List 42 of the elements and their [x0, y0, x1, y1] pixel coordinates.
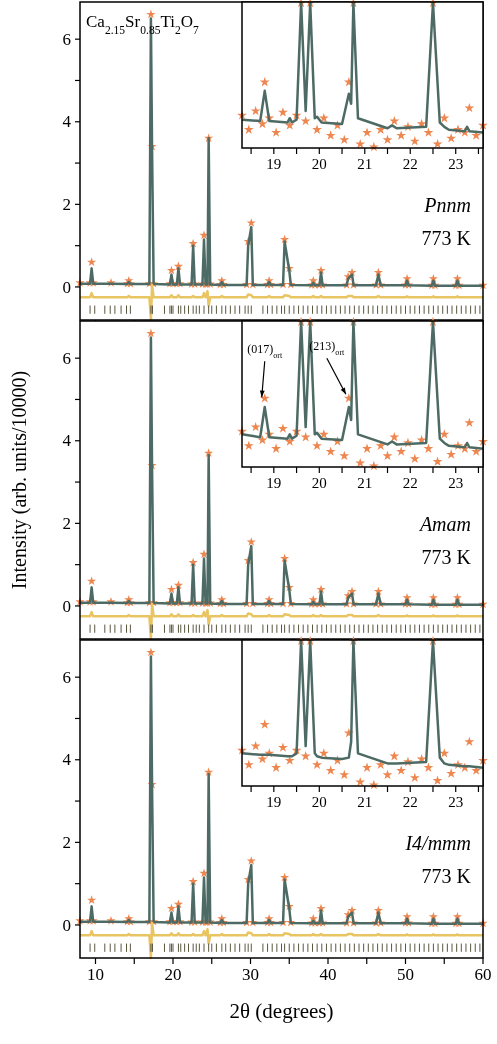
x-tick-label: 30: [242, 965, 259, 985]
y-tick-label: 6: [62, 29, 71, 49]
annotation: I4/mmm: [404, 832, 471, 854]
x-tick-label: 19: [266, 155, 282, 172]
x-tick-label: 50: [397, 965, 414, 985]
y-axis-title: Intensity (arb. units/10000): [8, 370, 31, 590]
y-tick-label: 0: [62, 915, 71, 935]
y-tick-label: 2: [62, 832, 71, 852]
y-tick-label: 2: [62, 194, 71, 214]
x-tick-label: 23: [448, 155, 464, 172]
y-tick-label: 6: [62, 348, 71, 368]
x-tick-label: 23: [448, 793, 464, 810]
x-tick-label: 20: [311, 155, 327, 172]
x-tick-label: 21: [357, 155, 373, 172]
annotation: (017)$_{ort}$: [247, 342, 283, 360]
annotation: 773 K: [421, 865, 472, 887]
annotation: 773 K: [421, 546, 472, 568]
x-tick-label: 19: [266, 474, 282, 491]
y-tick-label: 6: [62, 667, 71, 687]
y-tick-label: 4: [62, 112, 72, 132]
x-tick-label: 22: [402, 474, 418, 491]
x-tick-label: 21: [357, 793, 373, 810]
x-tick-label: 21: [357, 474, 373, 491]
x-tick-label: 22: [402, 793, 418, 810]
x-tick-label: 40: [319, 965, 337, 985]
x-axis-title: 2θ (degrees): [229, 999, 334, 1023]
y-tick-label: 0: [62, 596, 71, 616]
annotation: Pnnm: [423, 194, 471, 216]
x-tick-label: 20: [311, 474, 327, 491]
x-tick-label: 22: [402, 155, 418, 172]
x-tick-label: 20: [311, 793, 327, 810]
x-tick-label: 19: [266, 793, 282, 810]
x-tick-label: 10: [87, 965, 104, 985]
annotation: Amam: [417, 513, 471, 535]
y-tick-label: 4: [62, 431, 72, 451]
y-tick-label: 0: [62, 277, 71, 297]
x-tick-label: 20: [164, 965, 182, 985]
y-tick-label: 4: [62, 750, 72, 770]
x-tick-label: 60: [474, 965, 492, 985]
annotation: 773 K: [421, 227, 472, 249]
x-tick-label: 23: [448, 474, 464, 491]
y-tick-label: 2: [62, 513, 71, 533]
